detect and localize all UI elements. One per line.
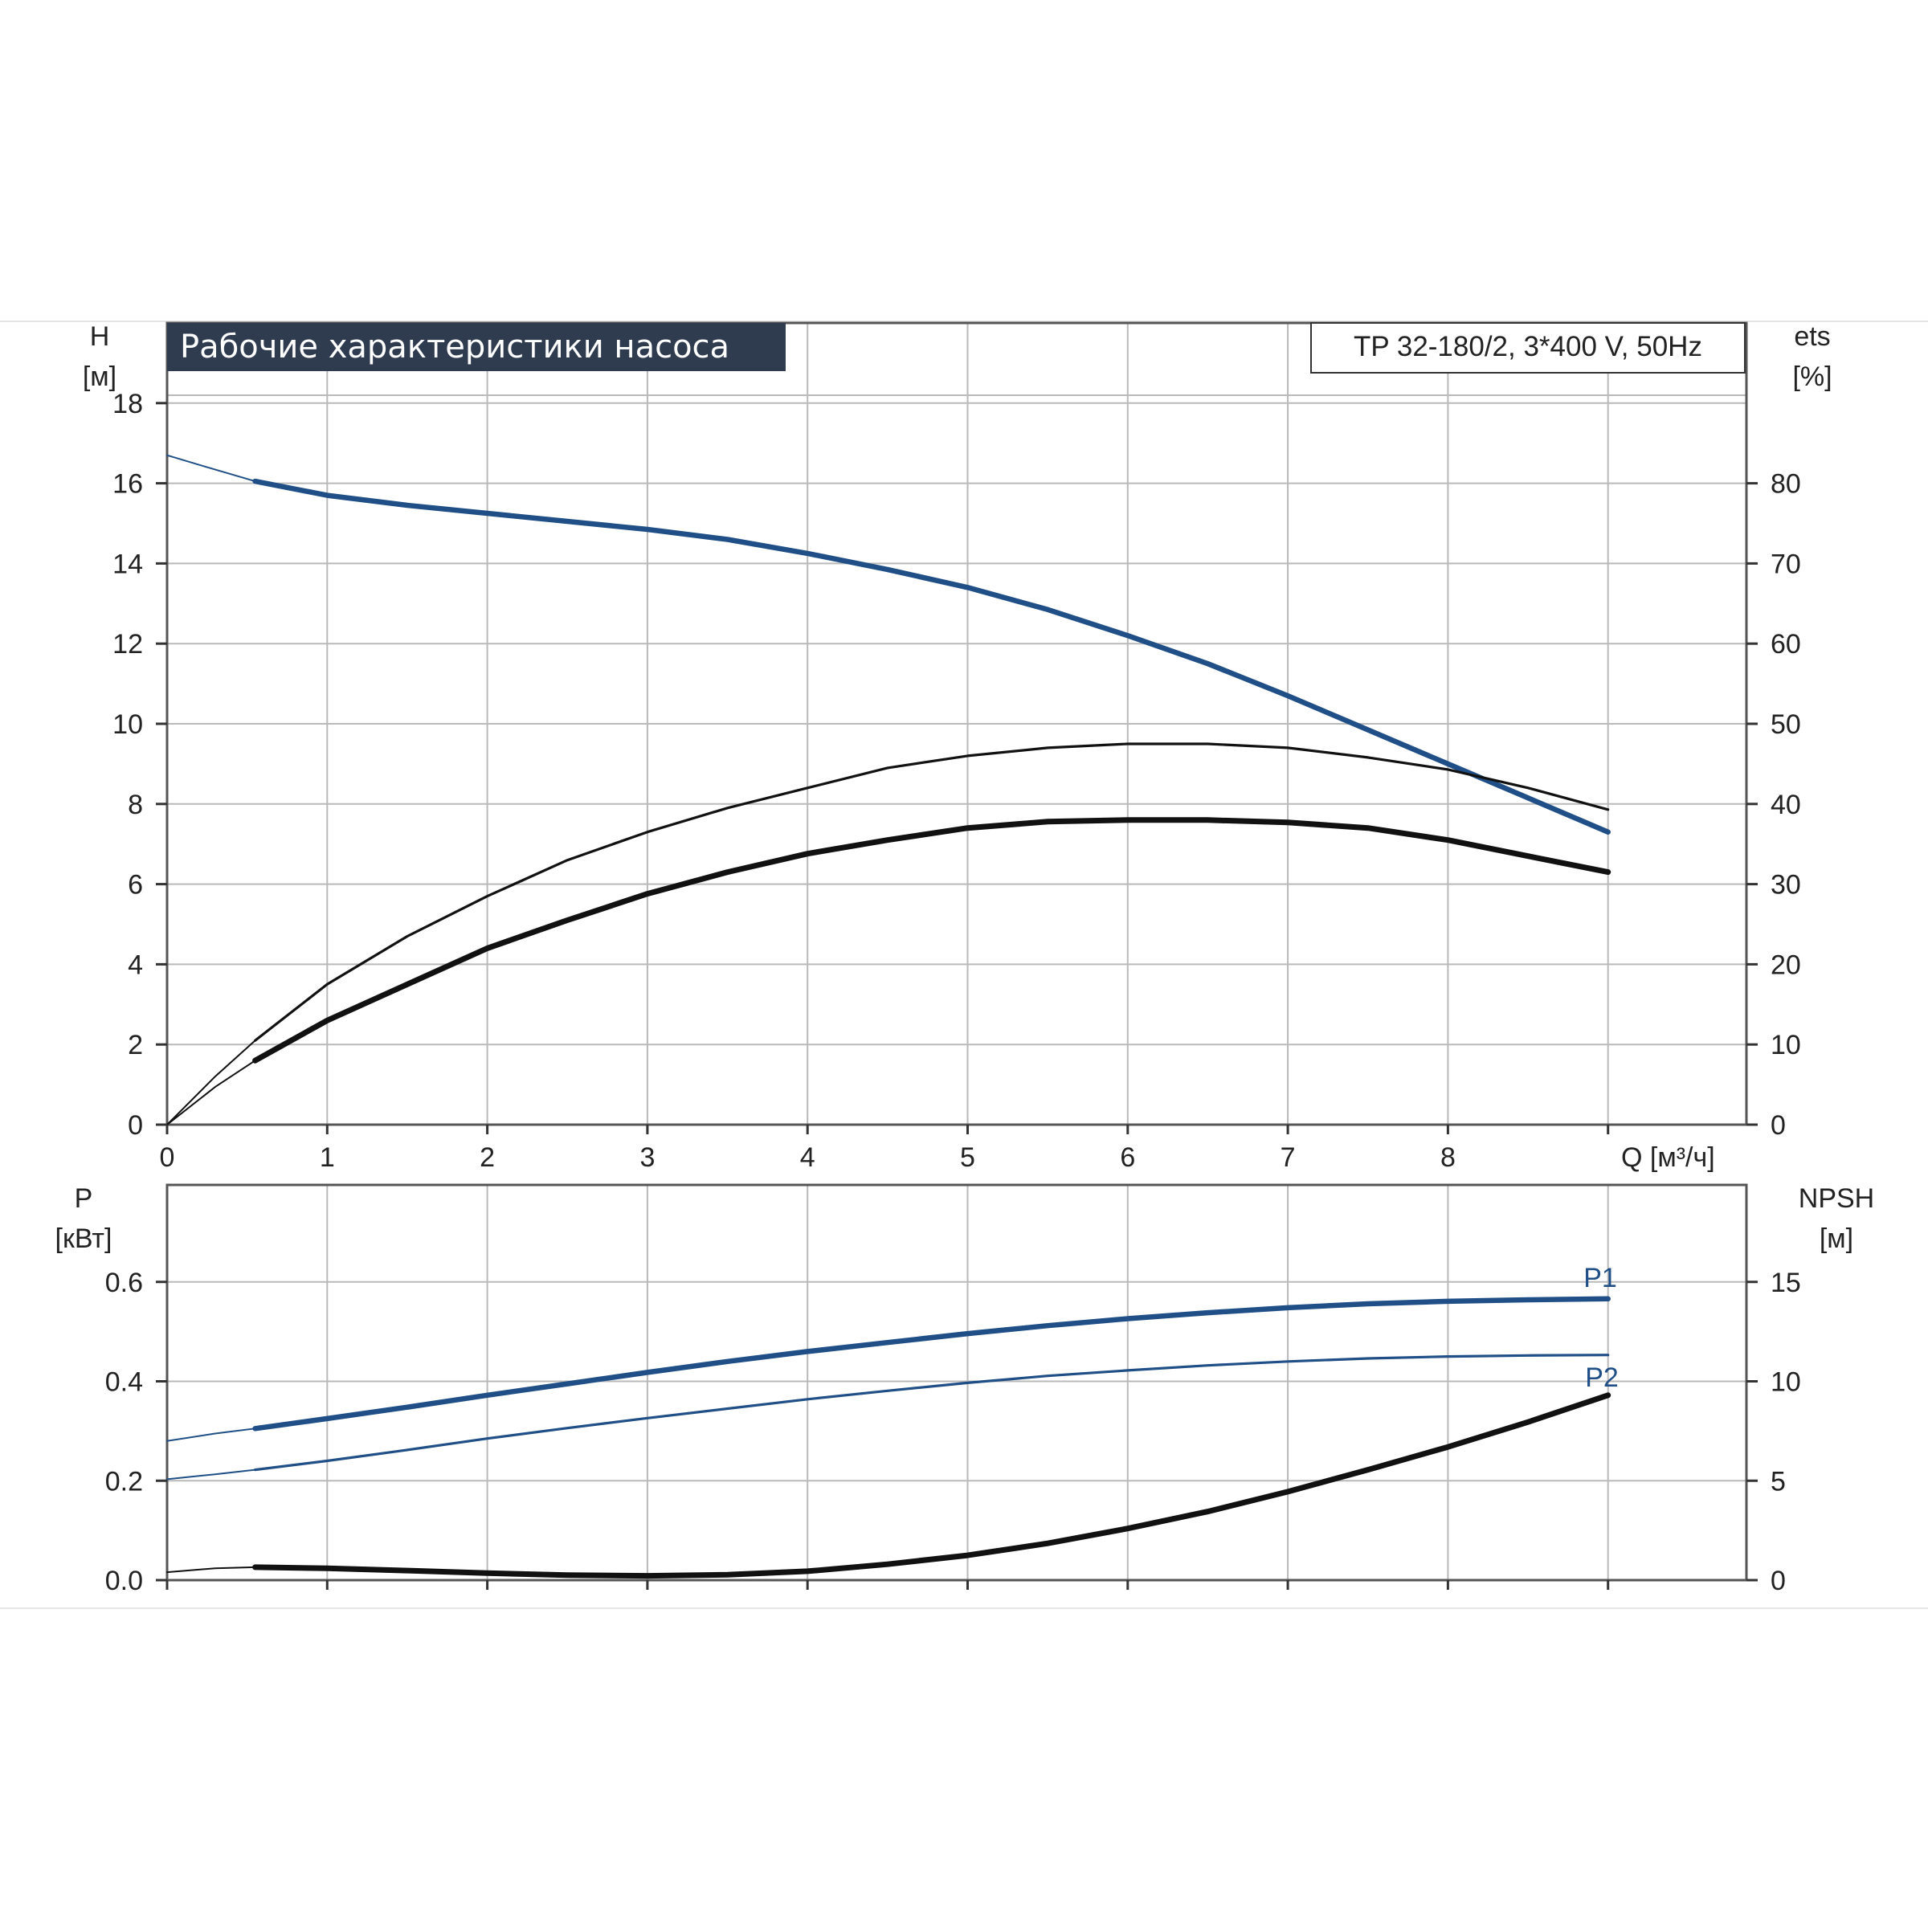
- series-label-p1: P1: [1583, 1263, 1617, 1293]
- right-tick-label: 0: [1771, 1566, 1786, 1596]
- x-tick-label: 2: [480, 1142, 495, 1173]
- bottom-chart-frame: [165, 1183, 1748, 1582]
- left-tick-label: 0.6: [105, 1268, 143, 1298]
- left-tick-label: 4: [128, 950, 143, 980]
- top-chart-curves: [166, 454, 1611, 1125]
- series-0-curve: [252, 478, 1611, 835]
- left-tick-label: 0.2: [105, 1466, 143, 1497]
- top-chart-grid: [167, 323, 1746, 1125]
- p1-extrapolation-line: [166, 1428, 256, 1442]
- left-tick-label: 10: [112, 709, 143, 740]
- model-label: TP 32-180/2, 3*400 V, 50Hz: [1354, 331, 1702, 362]
- chart-title: Рабочие характеристики насоса: [180, 329, 729, 366]
- npsh-curve: [252, 1392, 1611, 1579]
- left-tick-label: 12: [112, 629, 143, 660]
- left-tick-label: 14: [112, 549, 143, 579]
- right-tick-label: 10: [1771, 1367, 1801, 1398]
- right-tick-label: 15: [1771, 1268, 1801, 1298]
- bottom-left-axis-unit: [кВт]: [55, 1223, 112, 1254]
- right-tick-label: 60: [1771, 629, 1801, 660]
- bottom-right-axis-symbol: NPSH: [1799, 1183, 1874, 1214]
- left-tick-label: 16: [112, 469, 143, 500]
- series-label-p2: P2: [1585, 1362, 1619, 1393]
- left-tick-label: 2: [128, 1030, 143, 1060]
- top-left-axis-unit: [м]: [83, 361, 116, 392]
- x-tick-label: 3: [639, 1142, 655, 1173]
- right-tick-label: 5: [1771, 1466, 1786, 1497]
- bottom-chart-ticks: 0.0 0.2 0.4 0.6 0 5 10 15: [105, 1268, 1801, 1596]
- x-tick-label: 0: [160, 1142, 175, 1173]
- top-left-axis-symbol: H: [90, 321, 110, 352]
- p1-curve: [252, 1296, 1611, 1432]
- left-tick-label: 0.0: [105, 1566, 143, 1596]
- x-axis-label: Q [м³/ч]: [1621, 1142, 1715, 1173]
- left-tick-label: 6: [128, 870, 143, 901]
- x-tick-label: 1: [320, 1142, 335, 1173]
- right-tick-label: 10: [1771, 1030, 1801, 1060]
- right-tick-label: 40: [1771, 790, 1801, 820]
- right-tick-label: 50: [1771, 709, 1801, 740]
- left-tick-label: 0: [128, 1110, 143, 1141]
- bottom-right-axis-unit: [м]: [1820, 1223, 1853, 1254]
- top-right-axis-unit: [%]: [1792, 361, 1832, 392]
- series-1-curve: [254, 742, 1610, 1042]
- right-tick-label: 20: [1771, 950, 1801, 980]
- right-tick-label: 0: [1771, 1110, 1786, 1141]
- left-tick-label: 8: [128, 790, 143, 820]
- p2-curve: [254, 1354, 1610, 1472]
- x-tick-label: 5: [960, 1142, 975, 1173]
- bottom-left-axis-symbol: P: [75, 1183, 93, 1214]
- x-tick-label: 7: [1281, 1142, 1296, 1173]
- bottom-chart-grid: [167, 1185, 1746, 1580]
- left-tick-label: 0.4: [105, 1367, 143, 1398]
- model-box: [1310, 322, 1746, 374]
- top-right-axis-symbol: ets: [1794, 321, 1830, 352]
- npsh-extrapolation-line: [166, 1566, 256, 1574]
- left-tick-label: 18: [112, 389, 143, 419]
- x-tick-label: 8: [1440, 1142, 1456, 1173]
- chart-title-box: [167, 323, 786, 371]
- right-tick-label: 80: [1771, 469, 1801, 500]
- bottom-chart-curves: [166, 1296, 1611, 1579]
- x-tick-label: 6: [1120, 1142, 1135, 1173]
- series-1-extrapolation-line: [166, 1040, 256, 1125]
- x-tick-label: 4: [800, 1142, 815, 1173]
- series-2-extrapolation-line: [166, 1060, 256, 1125]
- p2-extrapolation-line: [166, 1468, 256, 1481]
- right-tick-label: 30: [1771, 870, 1801, 901]
- right-tick-label: 70: [1771, 549, 1801, 579]
- series-2-curve: [252, 817, 1611, 1064]
- series-0-extrapolation-line: [166, 454, 256, 483]
